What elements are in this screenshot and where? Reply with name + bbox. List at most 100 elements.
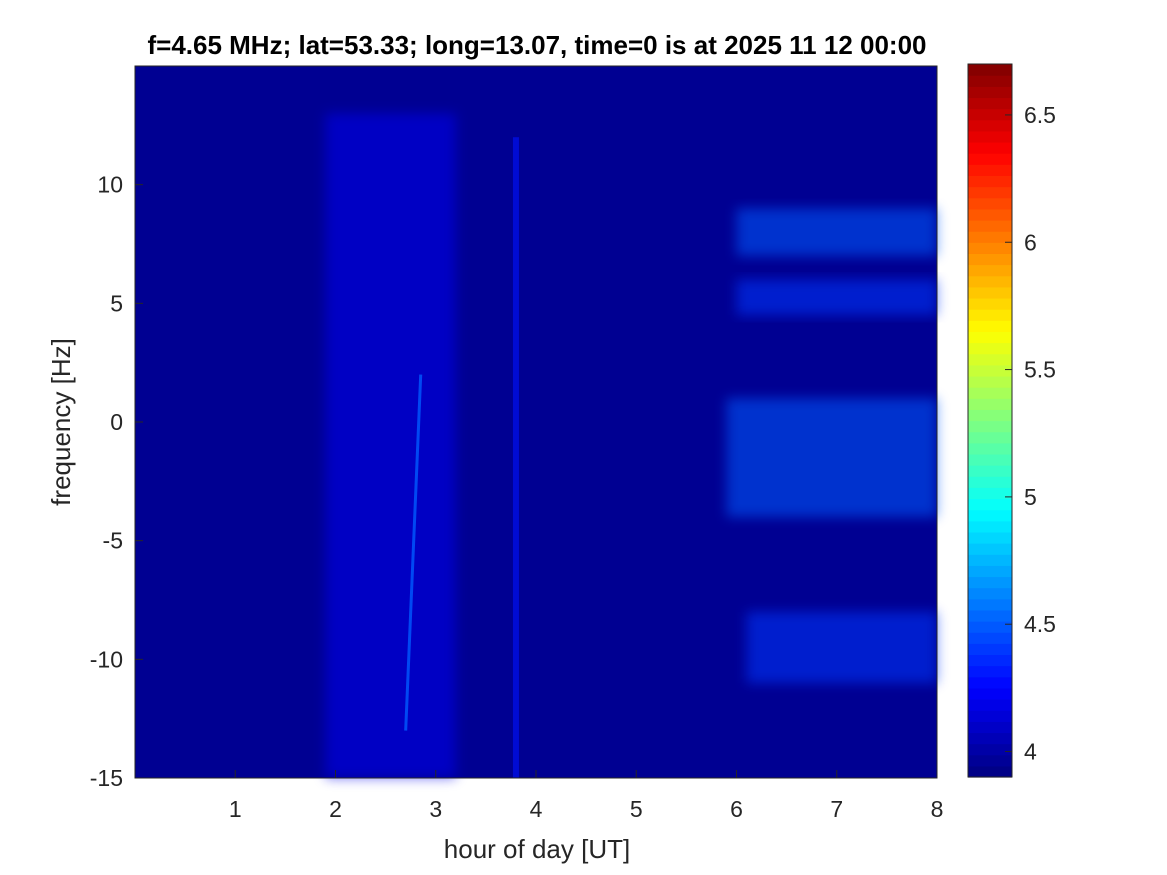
heatmap-feature-doppler-streak [404, 374, 423, 731]
colorbar-segment [968, 587, 1012, 600]
heatmap-features [325, 113, 937, 778]
colorbar-segment [968, 643, 1012, 656]
colorbar-segment [968, 420, 1012, 433]
x-tick-label: 1 [229, 796, 242, 822]
colorbar-segment [968, 754, 1012, 767]
colorbar-frame [967, 63, 1013, 778]
colorbar-segment [968, 75, 1012, 87]
colorbar-segment [968, 164, 1012, 177]
colorbar-segment [968, 342, 1012, 355]
colorbar-segment [968, 476, 1012, 488]
colorbar-segment [968, 554, 1012, 566]
colorbar-segment [968, 520, 1012, 533]
colorbar-segment [968, 632, 1012, 644]
colorbar-segment [968, 253, 1012, 266]
y-tick-label: 5 [110, 290, 123, 316]
colorbar-segment [968, 108, 1012, 121]
colorbar-segment [968, 320, 1012, 332]
colorbar-segment [968, 487, 1012, 500]
y-tick-label: -5 [103, 528, 123, 554]
colorbar-segment [968, 130, 1012, 143]
colorbar-segment [968, 654, 1012, 667]
colorbar-segment [968, 509, 1012, 522]
heatmap-feature-spread-echo-center [726, 398, 937, 517]
colorbar-segment [968, 665, 1012, 678]
x-axis: 1 2 3 4 5 6 7 8 [229, 770, 944, 822]
y-axis-label: frequency [Hz] [46, 338, 76, 506]
colorbar-segment [968, 765, 1012, 778]
colorbar-segment [968, 297, 1012, 310]
colorbar-tick-label: 5.5 [1024, 357, 1056, 383]
x-tick-label: 6 [730, 796, 743, 822]
colorbar-segment [968, 275, 1012, 288]
y-axis: -15 -10 -5 0 5 10 [90, 172, 143, 791]
colorbar-segment [968, 699, 1012, 711]
colorbar-segment [968, 431, 1012, 444]
heatmap-feature-spread-echo-mid-upper [736, 279, 937, 316]
heatmap-feature-spread-echo-lower [746, 611, 937, 684]
colorbar-segment [968, 197, 1012, 210]
colorbar-segment [968, 86, 1012, 99]
colorbar-segment [968, 676, 1012, 689]
colorbar-segment [968, 309, 1012, 321]
colorbar-segment [968, 286, 1012, 299]
colorbar-segment [968, 353, 1012, 366]
x-tick-label: 4 [530, 796, 543, 822]
colorbar-segment [968, 498, 1012, 511]
colorbar-segment [968, 231, 1012, 243]
x-tick-label: 2 [329, 796, 342, 822]
x-tick-label: 8 [931, 796, 944, 822]
colorbar-tick-label: 4.5 [1024, 611, 1056, 637]
y-tick-label: -15 [90, 765, 123, 791]
colorbar-segment [968, 208, 1012, 221]
colorbar-segment [968, 364, 1012, 377]
colorbar-segment [968, 264, 1012, 277]
colorbar-segment [968, 565, 1012, 578]
colorbar-segment [968, 621, 1012, 633]
colorbar-segment [968, 186, 1012, 199]
heatmap-feature-diffuse-band [325, 113, 456, 778]
chart-title: f=4.65 MHz; lat=53.33; long=13.07, time=… [147, 30, 926, 60]
colorbar-segment [968, 743, 1012, 756]
colorbar-segment [968, 609, 1012, 622]
x-tick-label: 7 [830, 796, 843, 822]
colorbar-segment [968, 64, 1012, 76]
colorbar-segment [968, 687, 1012, 700]
heatmap-feature-vertical-stripe [512, 137, 519, 778]
colorbar-segment [968, 398, 1012, 410]
colorbar-segment [968, 721, 1012, 734]
colorbar-tick-label: 4 [1024, 739, 1037, 765]
x-tick-label: 3 [429, 796, 442, 822]
colorbar-segment [968, 409, 1012, 422]
y-tick-label: -10 [90, 646, 123, 672]
colorbar-segment [968, 387, 1012, 399]
colorbar-tick-label: 6 [1024, 229, 1037, 255]
colorbar-segment [968, 732, 1012, 745]
colorbar-segment [968, 576, 1012, 589]
colorbar-segment [968, 219, 1012, 232]
colorbar-tick-label: 5 [1024, 484, 1037, 510]
colorbar: 4 4.5 5 5.5 6 6.5 [967, 63, 1056, 778]
y-tick-label: 0 [110, 409, 123, 435]
colorbar-segment [968, 543, 1012, 555]
colorbar-segment [968, 119, 1012, 132]
colorbar-segment [968, 242, 1012, 254]
colorbar-segment [968, 465, 1012, 477]
x-tick-label: 5 [630, 796, 643, 822]
y-tick-label: 10 [97, 172, 123, 198]
plot-area [134, 65, 938, 779]
colorbar-segment [968, 375, 1012, 388]
colorbar-segment [968, 453, 1012, 466]
colorbar-segment [968, 598, 1012, 611]
colorbar-segment [968, 442, 1012, 455]
x-axis-label: hour of day [UT] [444, 834, 630, 864]
colorbar-gradient [968, 64, 1012, 778]
colorbar-axis: 4 4.5 5 5.5 6 6.5 [1005, 102, 1056, 765]
colorbar-segment [968, 331, 1012, 344]
colorbar-segment [968, 97, 1012, 110]
colorbar-segment [968, 141, 1012, 154]
colorbar-segment [968, 175, 1012, 188]
heatmap-feature-spread-echo-upper [736, 208, 937, 256]
colorbar-segment [968, 710, 1012, 722]
